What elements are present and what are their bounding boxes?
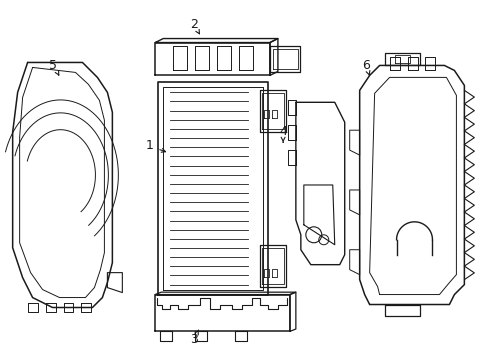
Text: 6: 6 — [362, 59, 370, 72]
Text: 1: 1 — [146, 139, 154, 152]
Text: 3: 3 — [190, 333, 197, 346]
Text: 2: 2 — [190, 18, 197, 31]
Text: 4: 4 — [279, 125, 287, 138]
Text: 5: 5 — [49, 59, 57, 72]
